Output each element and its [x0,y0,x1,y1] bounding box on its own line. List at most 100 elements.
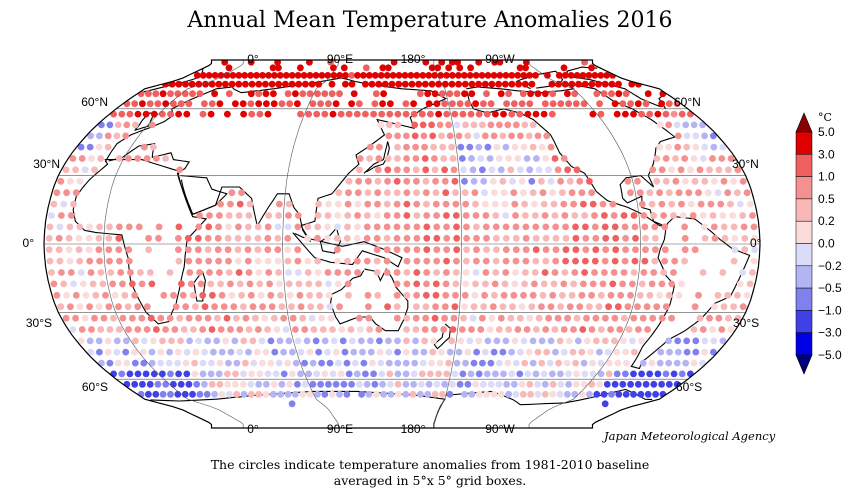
anomaly-circle [271,348,279,356]
anomaly-circle [629,337,636,345]
anomaly-circle [482,280,489,288]
anomaly-circle [315,80,323,88]
anomaly-circle [316,291,323,299]
anomaly-circle [630,370,637,378]
anomaly-circle [433,212,440,219]
anomaly-circle [110,314,117,322]
anomaly-circle [662,370,670,378]
anomaly-circle [602,246,610,254]
anomaly-circle [348,72,355,79]
anomaly-circle [488,314,496,322]
anomaly-circle [393,223,401,231]
anomaly-circle [429,132,437,140]
colorbar-box [795,198,813,222]
anomaly-circle [146,269,154,276]
anomaly-circle [342,72,349,79]
anomaly-circle [750,257,758,265]
anomaly-circle [602,314,609,322]
anomaly-circle [378,370,386,378]
anomaly-circle [159,390,167,398]
anomaly-circle [313,370,321,378]
anomaly-circle [473,257,480,265]
anomaly-circle [427,370,434,378]
lat-label-left-30s: 30°S [26,316,52,330]
anomaly-circle [443,257,450,265]
anomaly-circle [114,359,122,367]
anomaly-circle [254,223,262,231]
anomaly-circle [53,291,61,299]
anomaly-circle [531,280,538,288]
anomaly-circle [393,280,401,288]
lat-label-right-60s: 60°S [676,380,702,394]
anomaly-circle [150,110,158,118]
anomaly-circle [532,246,540,254]
anomaly-circle [516,314,524,322]
anomaly-circle [720,303,728,311]
anomaly-circle [354,223,361,231]
anomaly-circle [524,110,532,118]
anomaly-circle [197,280,205,288]
anomaly-circle [267,291,275,299]
anomaly-circle [214,314,221,322]
anomaly-circle [235,269,243,276]
anomaly-circle [314,223,322,231]
anomaly-circle [701,177,709,185]
anomaly-circle [384,177,391,185]
anomaly-circle [66,223,74,231]
anomaly-circle [356,166,363,174]
anomaly-circle [134,155,142,162]
anomaly-circle [463,223,470,231]
anomaly-circle [326,303,334,311]
anomaly-circle [284,359,292,367]
anomaly-circle [186,337,194,345]
anomaly-circle [384,303,391,311]
anomaly-circle [525,132,533,140]
anomaly-circle [412,337,419,345]
anomaly-circle [384,166,392,174]
anomaly-circle [699,212,707,219]
anomaly-circle [441,314,448,322]
anomaly-circle [344,223,351,231]
anomaly-circle [262,390,270,398]
anomaly-circle [315,280,322,288]
anomaly-circle [532,257,540,265]
anomaly-circle [648,359,656,367]
anomaly-circle [329,110,337,118]
anomaly-circle [228,189,236,197]
anomaly-circle [204,314,212,322]
anomaly-circle [452,269,460,276]
anomaly-circle [475,80,482,88]
anomaly-circle [385,359,393,367]
anomaly-circle [521,121,529,129]
anomaly-circle [268,303,276,311]
anomaly-circle [611,380,619,388]
anomaly-circle [86,337,94,345]
anomaly-circle [681,234,689,242]
anomaly-circle [622,246,629,254]
anomaly-circle [336,72,344,79]
anomaly-circle [739,269,746,276]
anomaly-circle [213,337,221,345]
anomaly-circle [616,326,624,333]
anomaly-circle [276,200,283,208]
anomaly-circle [681,155,689,162]
anomaly-circle [294,223,302,231]
anomaly-circle [429,348,437,356]
anomaly-circle [375,80,383,88]
anomaly-circle [487,380,495,388]
anomaly-circle [529,359,537,367]
anomaly-circle [563,359,571,367]
anomaly-circle [394,132,401,140]
anomaly-circles [45,60,759,408]
anomaly-circle [403,223,411,231]
anomaly-circle [106,326,114,333]
anomaly-circle [734,291,741,299]
anomaly-circle [609,200,617,208]
anomaly-circle [547,337,555,345]
anomaly-circle [145,390,152,398]
anomaly-circle [459,370,467,378]
colorbar-box [795,154,813,177]
anomaly-circle [674,143,682,151]
anomaly-circle [710,132,717,140]
anomaly-circle [139,348,147,356]
